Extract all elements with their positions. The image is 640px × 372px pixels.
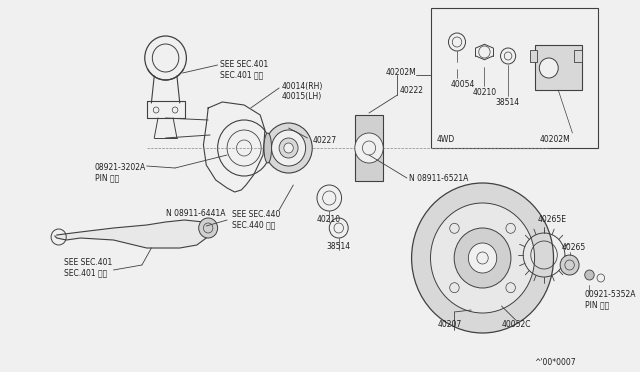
Text: SEE SEC.401
SEC.401 参照: SEE SEC.401 SEC.401 参照 [65,258,113,278]
Text: 40210: 40210 [317,215,341,224]
Circle shape [355,133,383,163]
Text: 40265E: 40265E [538,215,566,224]
Text: 38514: 38514 [326,242,351,251]
Text: N 08911-6521A: N 08911-6521A [409,173,468,183]
Text: 40202M: 40202M [540,135,570,144]
Ellipse shape [284,143,293,153]
Bar [574,50,582,62]
Ellipse shape [265,123,312,173]
Text: 40210: 40210 [473,88,497,97]
Bar [355,115,383,181]
Circle shape [468,243,497,273]
Ellipse shape [264,133,271,163]
Text: 38514: 38514 [496,98,520,107]
Text: 40054: 40054 [451,80,475,89]
Text: 40265: 40265 [562,243,586,252]
Circle shape [540,58,558,78]
Text: 4WD: 4WD [436,135,454,144]
Ellipse shape [271,130,306,166]
Circle shape [560,255,579,275]
Text: 40227: 40227 [312,135,337,144]
Circle shape [431,203,534,313]
Text: 40222: 40222 [399,86,423,94]
Text: 40207: 40207 [437,320,461,329]
Text: SEE SEC.401
SEC.401 参照: SEE SEC.401 SEC.401 参照 [220,60,268,79]
Text: ^'00*0007: ^'00*0007 [534,358,576,367]
Circle shape [198,218,218,238]
Bar [534,45,582,90]
Text: SEE SEC.440
SEC.440 参照: SEE SEC.440 SEC.440 参照 [232,210,280,230]
Circle shape [585,270,594,280]
Text: 40014(RH)
40015(LH): 40014(RH) 40015(LH) [282,82,323,102]
Polygon shape [55,220,208,248]
Ellipse shape [279,138,298,158]
Text: 40052C: 40052C [502,320,531,329]
Text: 40202M: 40202M [386,67,417,77]
Circle shape [454,228,511,288]
Text: 08921-3202A
PIN ピン: 08921-3202A PIN ピン [95,163,146,182]
Text: 00921-5352A
PIN ピン: 00921-5352A PIN ピン [585,290,636,310]
Circle shape [412,183,554,333]
Text: N 08911-6441A: N 08911-6441A [166,209,225,218]
Bar [431,8,598,148]
Bar [530,50,538,62]
